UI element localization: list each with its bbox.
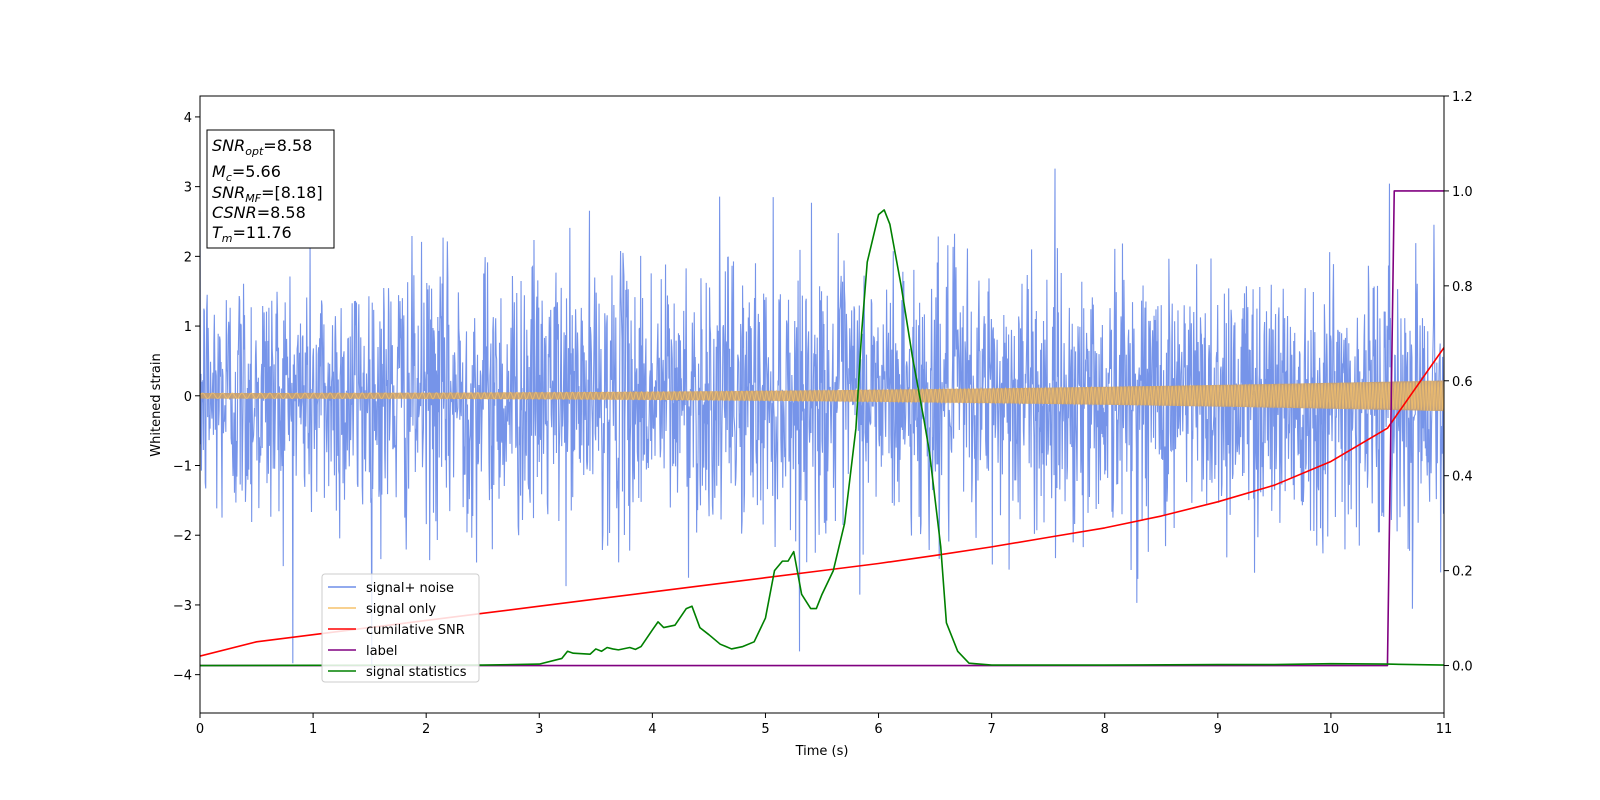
info-value: =5.66 bbox=[232, 162, 281, 181]
legend: signal+ noise signal only cumilative SNR la… bbox=[321, 573, 480, 683]
right-tick-label: 1.2 bbox=[1452, 90, 1473, 105]
signal-line bbox=[200, 380, 1444, 411]
legend-label: label bbox=[366, 644, 397, 659]
label-line bbox=[200, 190, 1444, 667]
x-tick-label: 1 bbox=[309, 722, 317, 737]
info-value: =11.76 bbox=[233, 223, 292, 242]
legend-label: cumilative SNR bbox=[366, 623, 465, 638]
x-tick-label: 10 bbox=[1323, 722, 1340, 737]
right-tick-label: 0.2 bbox=[1452, 565, 1473, 580]
info-box: SNRopt=8.58Mc=5.66SNRMF=[8.18]CSNR=8.58T… bbox=[206, 129, 335, 249]
y-tick-label: 4 bbox=[184, 111, 192, 126]
x-axis-label: Time (s) bbox=[795, 744, 849, 759]
right-tick-label: 0.0 bbox=[1452, 660, 1473, 675]
y-tick-label: −2 bbox=[173, 529, 192, 544]
x-tick-label: 8 bbox=[1101, 722, 1109, 737]
y-tick-label: 1 bbox=[184, 320, 192, 335]
x-tick-label: 7 bbox=[987, 722, 995, 737]
info-line: SNRMF=[8.18] bbox=[212, 183, 323, 205]
info-value: =[8.18] bbox=[261, 183, 323, 202]
series-label bbox=[200, 190, 1444, 667]
y-tick-label: 2 bbox=[184, 250, 192, 265]
y-tick-label: −4 bbox=[173, 669, 192, 684]
right-tick-label: 1.0 bbox=[1452, 185, 1473, 200]
series-signal-statistics bbox=[200, 209, 1444, 667]
x-axis-ticks: 0 1 2 3 4 5 6 7 8 9 10 11 bbox=[196, 713, 1452, 737]
y-axis-label: Whitened strain bbox=[149, 353, 164, 456]
x-tick-label: 11 bbox=[1436, 722, 1453, 737]
info-value: =8.58 bbox=[263, 136, 312, 155]
x-tick-label: 9 bbox=[1214, 722, 1222, 737]
legend-label: signal+ noise bbox=[366, 581, 454, 596]
right-tick-label: 0.8 bbox=[1452, 280, 1473, 295]
info-subscript: opt bbox=[245, 145, 264, 158]
legend-frame bbox=[321, 573, 480, 683]
info-symbol: T bbox=[212, 223, 223, 242]
noise-line bbox=[200, 168, 1444, 674]
info-subscript: m bbox=[222, 232, 233, 245]
x-tick-label: 0 bbox=[196, 722, 204, 737]
x-tick-label: 6 bbox=[874, 722, 882, 737]
y-tick-label: 3 bbox=[184, 181, 192, 196]
info-line: Mc=5.66 bbox=[212, 162, 281, 184]
axes-frame bbox=[199, 95, 1445, 714]
info-symbol: CSNR bbox=[212, 203, 257, 222]
y-tick-label: 0 bbox=[184, 390, 192, 405]
info-box-frame bbox=[206, 129, 335, 249]
legend-label: signal only bbox=[366, 602, 436, 617]
info-symbol: SNR bbox=[212, 183, 245, 202]
x-tick-label: 5 bbox=[761, 722, 769, 737]
info-value: =8.58 bbox=[257, 203, 306, 222]
right-axis-ticks: 1.2 1.0 0.8 0.6 0.4 0.2 0.0 bbox=[1444, 90, 1473, 675]
info-subscript: c bbox=[226, 171, 232, 184]
right-tick-label: 0.6 bbox=[1452, 375, 1473, 390]
x-tick-label: 2 bbox=[422, 722, 430, 737]
signal-statistics-line bbox=[200, 209, 1444, 667]
right-tick-label: 0.4 bbox=[1452, 470, 1473, 485]
y-axis-ticks: 4 3 2 1 0 −1 −2 −3 −4 bbox=[173, 111, 200, 684]
info-line: CSNR=8.58 bbox=[212, 203, 306, 222]
info-line: Tm=11.76 bbox=[212, 223, 292, 245]
series-signal-plus-noise bbox=[200, 168, 1444, 674]
info-line: SNRopt=8.58 bbox=[212, 136, 312, 158]
info-subscript: MF bbox=[245, 192, 261, 205]
series-signal-only bbox=[200, 380, 1444, 412]
y-tick-label: −1 bbox=[173, 460, 192, 475]
y-tick-label: −3 bbox=[173, 599, 192, 614]
info-symbol: M bbox=[212, 162, 226, 181]
x-tick-label: 3 bbox=[535, 722, 543, 737]
info-symbol: SNR bbox=[212, 136, 245, 155]
x-tick-label: 4 bbox=[648, 722, 656, 737]
legend-label: signal statistics bbox=[366, 665, 467, 680]
